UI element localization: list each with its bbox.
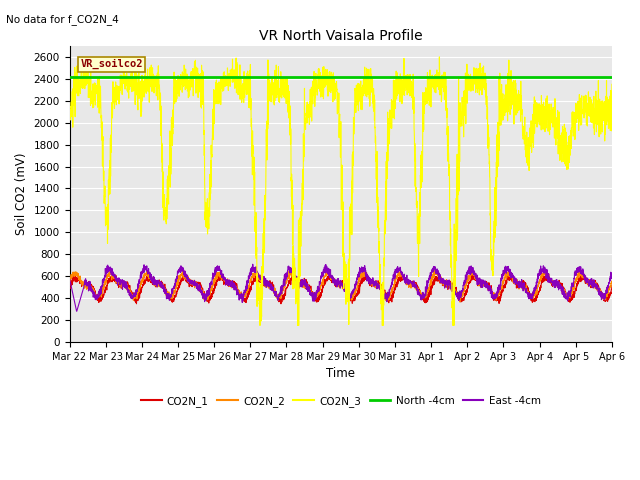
Y-axis label: Soil CO2 (mV): Soil CO2 (mV) xyxy=(15,153,28,235)
Legend: CO2N_1, CO2N_2, CO2N_3, North -4cm, East -4cm: CO2N_1, CO2N_2, CO2N_3, North -4cm, East… xyxy=(136,392,545,411)
Title: VR North Vaisala Profile: VR North Vaisala Profile xyxy=(259,29,422,43)
X-axis label: Time: Time xyxy=(326,367,355,380)
Text: No data for f_CO2N_4: No data for f_CO2N_4 xyxy=(6,14,119,25)
Text: VR_soilco2: VR_soilco2 xyxy=(81,59,143,69)
